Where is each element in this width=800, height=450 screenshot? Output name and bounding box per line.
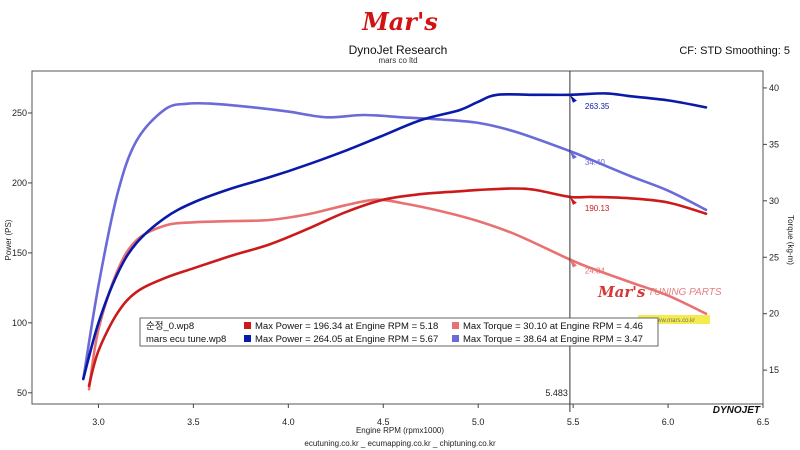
brand-logo: Mar's — [361, 7, 438, 36]
y-left-tick-label: 150 — [12, 248, 27, 258]
watermark-logo: Mar's — [597, 283, 646, 301]
x-tick-label: 5.0 — [472, 417, 485, 427]
series-line-tune-torque — [82, 101, 708, 381]
cursor-value-label: 34.40 — [585, 158, 606, 167]
y-right-tick-label: 25 — [769, 252, 779, 262]
x-axis-title: Engine RPM (rpmx1000) — [356, 426, 444, 435]
cursor-rpm-readout: 5.483 — [545, 388, 568, 398]
y-axis-left-title: Power (PS) — [4, 219, 13, 260]
legend-file-stock: 순정_0.wp8 — [146, 321, 194, 332]
legend-file-tune: mars ecu tune.wp8 — [146, 334, 226, 345]
y-left-tick-label: 100 — [12, 318, 27, 328]
legend-swatch-tune-torque — [452, 335, 459, 342]
y-left-tick-label: 200 — [12, 178, 27, 188]
chart-title: DynoJet Research — [349, 43, 448, 57]
legend-tune-power: Max Power = 264.05 at Engine RPM = 5.67 — [255, 334, 438, 345]
x-tick-label: 4.5 — [377, 417, 390, 427]
watermark: Mar's TUNING PARTS www.mars.co.kr — [597, 283, 722, 324]
watermark-url: www.mars.co.kr — [652, 318, 695, 324]
y-right-tick-label: 15 — [769, 365, 779, 375]
y-right-tick-label: 20 — [769, 309, 779, 319]
legend: 순정_0.wp8 mars ecu tune.wp8 Max Power = 1… — [139, 317, 659, 347]
cursor-arrow — [569, 196, 577, 205]
watermark-url-bg — [638, 315, 710, 324]
cursor-arrow — [569, 259, 577, 268]
legend-stock-torque: Max Torque = 30.10 at Engine RPM = 4.46 — [463, 321, 643, 332]
y-axis-right-title: Torque (kg-m) — [786, 215, 795, 265]
chart-subtitle: mars co ltd — [378, 56, 417, 65]
legend-stock-power: Max Power = 196.34 at Engine RPM = 5.18 — [255, 321, 438, 332]
legend-swatch-stock-torque — [452, 322, 459, 329]
plot-area — [31, 70, 764, 405]
y-left-tick-label: 50 — [17, 388, 27, 398]
cursor-arrow — [569, 94, 577, 103]
series-layer — [82, 92, 708, 391]
x-tick-label: 5.5 — [567, 417, 580, 427]
series-line-tune-power — [82, 92, 708, 381]
legend-swatch-tune-power — [244, 335, 251, 342]
cursor-value-label: 263.35 — [585, 102, 610, 111]
x-tick-label: 3.5 — [187, 417, 200, 427]
y-right-tick-label: 40 — [769, 83, 779, 93]
legend-box — [139, 317, 659, 347]
legend-tune-torque: Max Torque = 38.64 at Engine RPM = 3.47 — [463, 334, 643, 345]
x-tick-label: 3.0 — [92, 417, 105, 427]
y-right-tick-label: 35 — [769, 139, 779, 149]
series-line-stock-power — [87, 187, 708, 388]
x-tick-label: 4.0 — [282, 417, 295, 427]
cursor-value-labels: 24.84 34.40 190.13 263.35 — [569, 94, 610, 276]
y-left-tick-label: 250 — [12, 108, 27, 118]
cursor-arrow — [569, 151, 577, 160]
legend-swatch-stock-power — [244, 322, 251, 329]
axis-ticks: 3.0 3.5 4.0 4.5 5.0 5.5 6.0 6.5 50 100 150 200 250 15… — [12, 83, 779, 427]
y-right-tick-label: 30 — [769, 196, 779, 206]
watermark-text: TUNING PARTS — [648, 287, 722, 298]
x-tick-label: 6.0 — [662, 417, 675, 427]
series-line-stock-torque — [87, 198, 708, 391]
cursor-value-label: 24.84 — [585, 267, 606, 276]
cursor-value-label: 190.13 — [585, 204, 610, 213]
x-tick-label: 6.5 — [757, 417, 770, 427]
correction-factor: CF: STD Smoothing: 5 — [679, 45, 790, 57]
footer-sites: ecutuning.co.kr _ ecumapping.co.kr _ chi… — [304, 439, 496, 448]
dynojet-brand: DYNOJET — [713, 405, 761, 416]
